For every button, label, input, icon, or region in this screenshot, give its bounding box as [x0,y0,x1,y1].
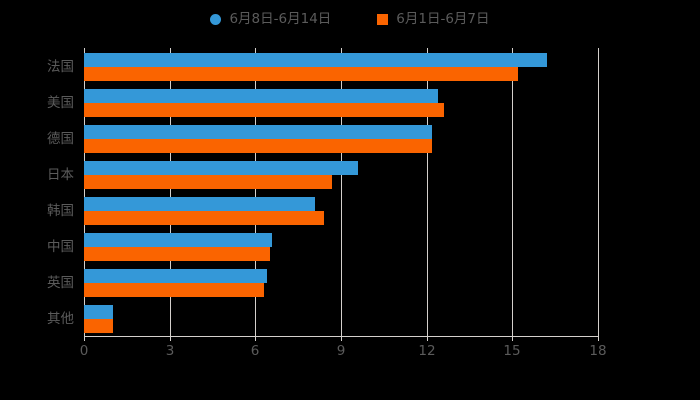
y-axis-category-labels: 法国美国德国日本韩国中国英国其他 [0,48,74,336]
bar-group [84,89,598,117]
legend-square-marker-icon [377,13,389,25]
bar[interactable] [84,305,113,319]
gridline [255,48,256,336]
y-axis-category-label: 其他 [47,311,74,327]
x-axis-tick [512,336,513,341]
gridline [427,48,428,336]
x-axis-tick [341,336,342,341]
x-axis-tick [598,336,599,341]
x-axis-tick-label: 18 [589,343,607,359]
legend-item-series-b[interactable]: 6月1日-6月7日 [377,11,490,27]
bar[interactable] [84,319,113,333]
x-axis-tick [427,336,428,341]
y-axis-category-label: 中国 [47,239,74,255]
bar[interactable] [84,197,315,211]
bar[interactable] [84,125,432,139]
bar[interactable] [84,139,432,153]
gridline [84,48,85,336]
legend-label-series-a: 6月8日-6月14日 [229,11,332,27]
bar[interactable] [84,103,444,117]
plot-area [84,48,599,336]
bar[interactable] [84,269,267,283]
gridline [170,48,171,336]
bar-group [84,161,598,189]
x-axis-tick-label: 6 [250,343,260,359]
bar-group [84,125,598,153]
y-axis-category-label: 法国 [47,59,74,75]
y-axis-category-label: 美国 [47,95,74,111]
bar[interactable] [84,53,547,67]
legend-label-series-b: 6月1日-6月7日 [396,11,490,27]
x-axis-tick-label: 15 [503,343,521,359]
gridline [512,48,513,336]
y-axis-category-label: 韩国 [47,203,74,219]
x-axis-tick-label: 0 [79,343,89,359]
bar[interactable] [84,89,438,103]
x-axis-tick-label: 12 [418,343,436,359]
bar[interactable] [84,67,518,81]
x-axis-tick [170,336,171,341]
y-axis-category-label: 德国 [47,131,74,147]
gridline [598,48,599,336]
legend-item-series-a[interactable]: 6月8日-6月14日 [210,12,331,26]
bar[interactable] [84,175,332,189]
bar-group [84,197,598,225]
gridline [341,48,342,336]
bar-group [84,53,598,81]
bar[interactable] [84,233,272,247]
y-axis-category-label: 日本 [47,167,74,183]
bar-group [84,305,598,333]
x-axis-tick-label: 9 [336,343,346,359]
x-axis: 0 3 6 9 12 15 18 [80,336,607,366]
bar[interactable] [84,247,270,261]
bar[interactable] [84,283,264,297]
chart-legend: 6月8日-6月14日 6月1日-6月7日 [0,8,700,30]
y-axis-category-label: 英国 [47,275,74,291]
x-axis-tick [84,336,85,341]
bar[interactable] [84,161,358,175]
x-axis-tick-label: 3 [165,343,175,359]
legend-circle-marker-icon [210,13,222,25]
bar[interactable] [84,211,324,225]
x-axis-tick [255,336,256,341]
bar-group [84,269,598,297]
bar-group [84,233,598,261]
